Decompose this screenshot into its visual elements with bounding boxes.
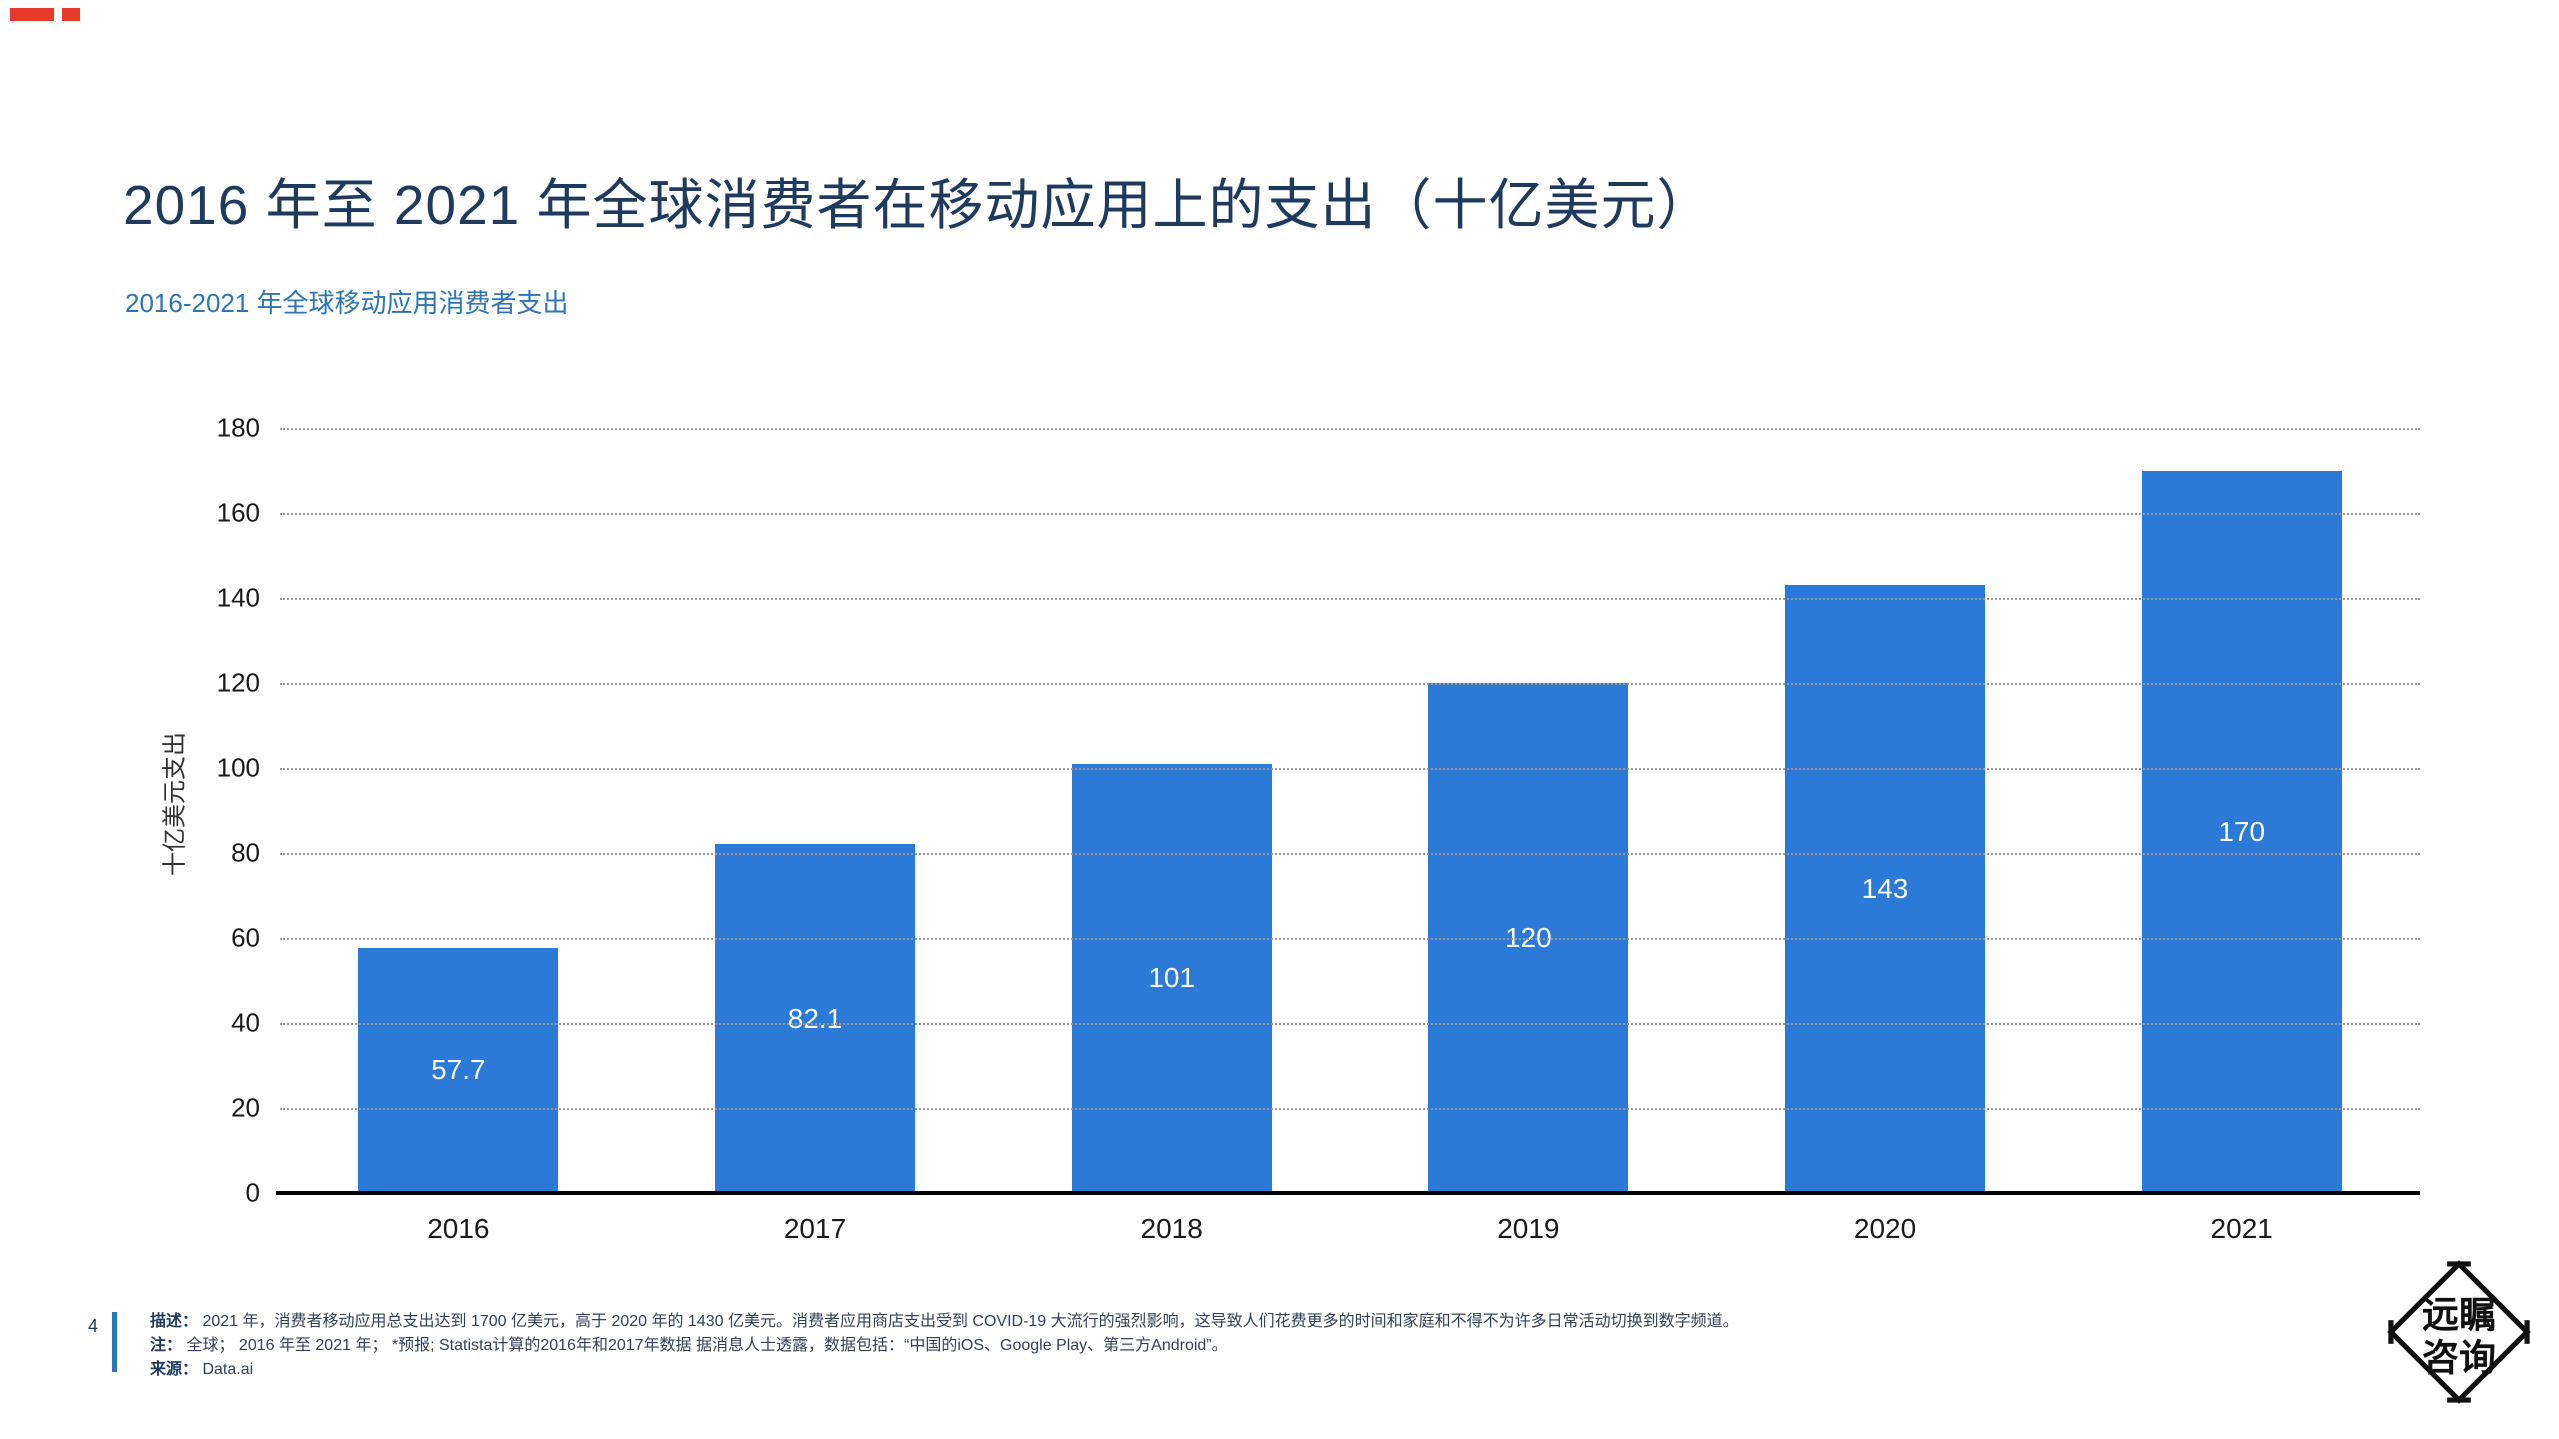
page-subtitle: 2016-2021 年全球移动应用消费者支出 bbox=[125, 288, 569, 318]
bar-slot: 120 bbox=[1350, 428, 1707, 1193]
bar-2020: 143 bbox=[1785, 585, 1986, 1193]
y-tick-label: 120 bbox=[216, 667, 260, 698]
footer-source-label: 来源： bbox=[150, 1361, 199, 1378]
bar-slot: 82.1 bbox=[637, 428, 994, 1193]
footer-accent-bar bbox=[112, 1312, 117, 1372]
bar-value-label: 170 bbox=[2218, 815, 2266, 847]
seal-diamond-icon: 远瞩 咨询 bbox=[2387, 1260, 2531, 1404]
bar-value-label: 101 bbox=[1148, 962, 1196, 994]
footer-description-text: 2021 年，消费者移动应用总支出达到 1700 亿美元，高于 2020 年的 … bbox=[202, 1313, 1739, 1330]
y-tick-label: 40 bbox=[231, 1007, 260, 1038]
plot-area: 57.7 82.1 101 120 143 170 bbox=[276, 428, 2420, 1195]
y-axis-tick-labels: 0 20 40 60 80 100 120 140 160 180 bbox=[150, 413, 260, 1208]
x-axis-line bbox=[276, 1191, 2420, 1195]
page-title: 2016 年至 2021 年全球消费者在移动应用上的支出（十亿美元） bbox=[123, 174, 1713, 236]
footer-description-label: 描述： bbox=[150, 1313, 199, 1330]
footer-description: 描述： 2021 年，消费者移动应用总支出达到 1700 亿美元，高于 2020… bbox=[150, 1310, 2050, 1334]
logo-text-line2: 咨询 bbox=[2422, 1335, 2496, 1379]
bar-2018: 101 bbox=[1071, 763, 1272, 1193]
gridline bbox=[280, 1108, 2420, 1110]
footer-notes: 描述： 2021 年，消费者移动应用总支出达到 1700 亿美元，高于 2020… bbox=[150, 1310, 2050, 1382]
gridline bbox=[280, 853, 2420, 855]
crop-mark bbox=[10, 8, 54, 21]
logo-text-line1: 远瞩 bbox=[2422, 1293, 2496, 1337]
y-tick-label: 180 bbox=[216, 412, 260, 443]
y-tick-label: 140 bbox=[216, 582, 260, 613]
company-seal-logo: 远瞩 咨询 bbox=[2385, 1258, 2533, 1406]
gridline bbox=[280, 513, 2420, 515]
page-number: 4 bbox=[88, 1316, 99, 1336]
gridline bbox=[280, 428, 2420, 430]
bar-2016: 57.7 bbox=[358, 947, 559, 1193]
footer-source: 来源： Data.ai bbox=[150, 1358, 2050, 1382]
x-axis-tick-labels: 2016 2017 2018 2019 2020 2021 bbox=[280, 1213, 2420, 1245]
footer-note-label: 注： bbox=[150, 1337, 183, 1354]
x-axis-tick-label: 2018 bbox=[1140, 1213, 1203, 1244]
y-tick-label: 0 bbox=[245, 1177, 260, 1208]
bar-slot: 170 bbox=[2063, 428, 2420, 1193]
bar-value-label: 120 bbox=[1504, 922, 1552, 953]
crop-mark bbox=[62, 8, 80, 21]
bar-slot: 101 bbox=[993, 428, 1350, 1193]
footer-note: 注： 全球； 2016 年至 2021 年； *预报; Statista计算的2… bbox=[150, 1334, 2050, 1358]
gridline bbox=[280, 768, 2420, 770]
bar-slot: 57.7 bbox=[280, 428, 637, 1193]
x-axis-tick-label: 2021 bbox=[2210, 1213, 2273, 1244]
bar-value-label: 57.7 bbox=[431, 1054, 486, 1086]
bar-2021: 170 bbox=[2141, 470, 2342, 1193]
bar-value-label: 143 bbox=[1861, 873, 1909, 905]
bar-series: 57.7 82.1 101 120 143 170 bbox=[280, 428, 2420, 1193]
gridline bbox=[280, 938, 2420, 940]
footer-note-text: 全球； 2016 年至 2021 年； *预报; Statista计算的2016… bbox=[186, 1337, 1228, 1354]
gridline bbox=[280, 598, 2420, 600]
y-tick-label: 20 bbox=[231, 1092, 260, 1123]
x-axis-tick-label: 2019 bbox=[1497, 1213, 1560, 1244]
x-axis-tick-label: 2016 bbox=[427, 1213, 490, 1244]
y-tick-label: 100 bbox=[216, 752, 260, 783]
y-tick-label: 60 bbox=[231, 922, 260, 953]
y-tick-label: 160 bbox=[216, 497, 260, 528]
gridline bbox=[280, 683, 2420, 685]
bar-slot: 143 bbox=[1707, 428, 2064, 1193]
bar-2017: 82.1 bbox=[715, 844, 915, 1193]
x-axis-tick-label: 2020 bbox=[1853, 1213, 1917, 1244]
gridline bbox=[280, 1023, 2420, 1025]
x-axis-tick-label: 2017 bbox=[783, 1213, 847, 1244]
footer-source-text: Data.ai bbox=[202, 1361, 254, 1378]
bar-value-label: 82.1 bbox=[787, 1002, 843, 1034]
y-tick-label: 80 bbox=[231, 837, 260, 868]
